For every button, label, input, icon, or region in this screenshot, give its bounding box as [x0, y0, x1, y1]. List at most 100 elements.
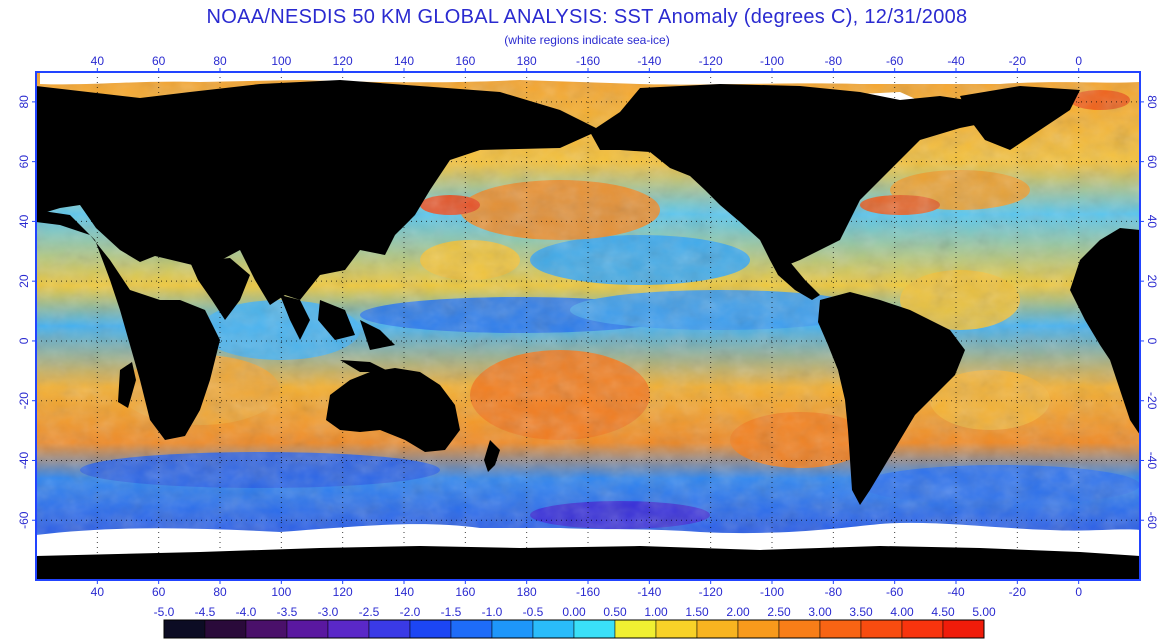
colorbar-swatch	[573, 619, 616, 639]
colorbar-label: -4.0	[236, 605, 257, 619]
lat-label-right: 20	[1145, 274, 1159, 288]
land-africa	[1070, 228, 1140, 435]
colorbar-label: 1.50	[685, 605, 709, 619]
colorbar-swatch	[163, 619, 206, 639]
colorbar-label: 3.50	[849, 605, 873, 619]
lon-label-bottom: 100	[271, 585, 291, 599]
colorbar-swatch	[450, 619, 493, 639]
colorbar-swatch	[368, 619, 411, 639]
colorbar-label: -4.5	[195, 605, 216, 619]
colorbar-label: 1.00	[644, 605, 668, 619]
map-subtitle: (white regions indicate sea-ice)	[504, 33, 670, 47]
lon-label-bottom: -40	[947, 585, 965, 599]
lat-label-right: -60	[1145, 512, 1159, 530]
colorbar-label: -1.0	[482, 605, 503, 619]
colorbar-label: 0.50	[603, 605, 627, 619]
lon-label-top: -120	[699, 54, 723, 68]
lon-label-bottom: 40	[91, 585, 105, 599]
lat-label-right: -40	[1145, 452, 1159, 470]
colorbar-label: -0.5	[523, 605, 544, 619]
colorbar-swatch	[696, 619, 739, 639]
graticule	[36, 72, 1140, 580]
lon-label-bottom: 140	[394, 585, 414, 599]
lon-label-top: 100	[271, 54, 291, 68]
colorbar-label: 0.00	[562, 605, 586, 619]
colorbar-swatch	[778, 619, 821, 639]
lon-label-bottom: -120	[699, 585, 723, 599]
land-masses	[36, 80, 1140, 580]
lon-label-bottom: 60	[152, 585, 166, 599]
colorbar-label: -3.0	[318, 605, 339, 619]
lon-label-top: 40	[91, 54, 105, 68]
lon-label-bottom: -80	[825, 585, 843, 599]
colorbar-swatch	[286, 619, 329, 639]
land-australia	[326, 368, 460, 452]
map-plot-area	[36, 72, 1140, 580]
land-north-america	[590, 84, 1000, 268]
lon-label-top: -40	[947, 54, 965, 68]
colorbar-label: -2.5	[359, 605, 380, 619]
land-greenland	[960, 86, 1080, 150]
colorbar-label: -1.5	[441, 605, 462, 619]
land-se-asia	[280, 295, 395, 372]
lat-labels-left: 80 60 40 20 0 -20 -40 -60	[17, 95, 31, 529]
lon-label-top: -100	[760, 54, 784, 68]
colorbar-label: 5.00	[972, 605, 996, 619]
lon-labels-top: 40 60 80 100 120 140 160 180 -160 -140 -120 -100 -80…	[91, 54, 1083, 68]
land-south-america	[818, 292, 965, 505]
land-madagascar	[118, 362, 136, 408]
map-title: NOAA/NESDIS 50 KM GLOBAL ANALYSIS: SST A…	[206, 6, 968, 28]
lat-label-right: 40	[1145, 215, 1159, 229]
lat-label-left: -20	[17, 392, 31, 410]
colorbar-label: 3.00	[808, 605, 832, 619]
colorbar-label: -3.5	[277, 605, 298, 619]
lat-label-left: 60	[17, 155, 31, 169]
colorbar-label: -5.0	[154, 605, 175, 619]
lat-label-right: 60	[1145, 155, 1159, 169]
lon-label-bottom: 0	[1075, 585, 1082, 599]
lon-label-bottom: 120	[333, 585, 353, 599]
lon-label-bottom: -140	[637, 585, 661, 599]
land-eurasia-africa	[36, 80, 600, 305]
lon-label-bottom: 160	[455, 585, 475, 599]
lon-label-top: -140	[637, 54, 661, 68]
lon-labels-bottom: 40 60 80 100 120 140 160 180 -160 -140 -120 -100 -80…	[91, 585, 1083, 599]
lon-label-top: 180	[517, 54, 537, 68]
colorbar-swatch	[819, 619, 862, 639]
lat-label-right: 0	[1145, 338, 1159, 345]
land-africa-west	[36, 210, 220, 440]
colorbar-swatch	[901, 619, 944, 639]
lon-label-top: 140	[394, 54, 414, 68]
colorbar-swatch	[327, 619, 370, 639]
lon-label-top: 80	[213, 54, 227, 68]
colorbar-label: 2.50	[767, 605, 791, 619]
lon-label-top: -160	[576, 54, 600, 68]
colorbar-swatch	[245, 619, 288, 639]
lon-label-top: 120	[333, 54, 353, 68]
land-japan	[395, 190, 415, 230]
lat-label-left: 80	[17, 95, 31, 109]
lon-label-bottom: -160	[576, 585, 600, 599]
colorbar-labels: -5.0 -4.5 -4.0 -3.5 -3.0 -2.5 -2.0 -1.5 -1.0 -0.5…	[154, 605, 996, 619]
colorbar-swatch	[737, 619, 780, 639]
lat-label-left: 0	[17, 337, 31, 344]
colorbar-swatch	[409, 619, 452, 639]
lon-label-top: 160	[455, 54, 475, 68]
lon-label-bottom: 180	[517, 585, 537, 599]
land-new-zealand	[484, 440, 500, 472]
lat-label-left: -60	[17, 511, 31, 529]
colorbar-label: -2.0	[400, 605, 421, 619]
lat-label-left: 20	[17, 274, 31, 288]
lon-label-bottom: -100	[760, 585, 784, 599]
colorbar-swatch	[532, 619, 575, 639]
lon-label-top: -80	[825, 54, 843, 68]
land-central-america	[770, 260, 820, 300]
colorbar-frame	[163, 619, 985, 639]
lon-label-top: 0	[1075, 54, 1082, 68]
colorbar-swatch	[614, 619, 657, 639]
colorbar-swatch	[860, 619, 903, 639]
colorbar	[163, 619, 985, 639]
colorbar-label: 4.00	[890, 605, 914, 619]
lat-labels-right: 80 60 40 20 0 -20 -40 -60	[1145, 95, 1159, 529]
